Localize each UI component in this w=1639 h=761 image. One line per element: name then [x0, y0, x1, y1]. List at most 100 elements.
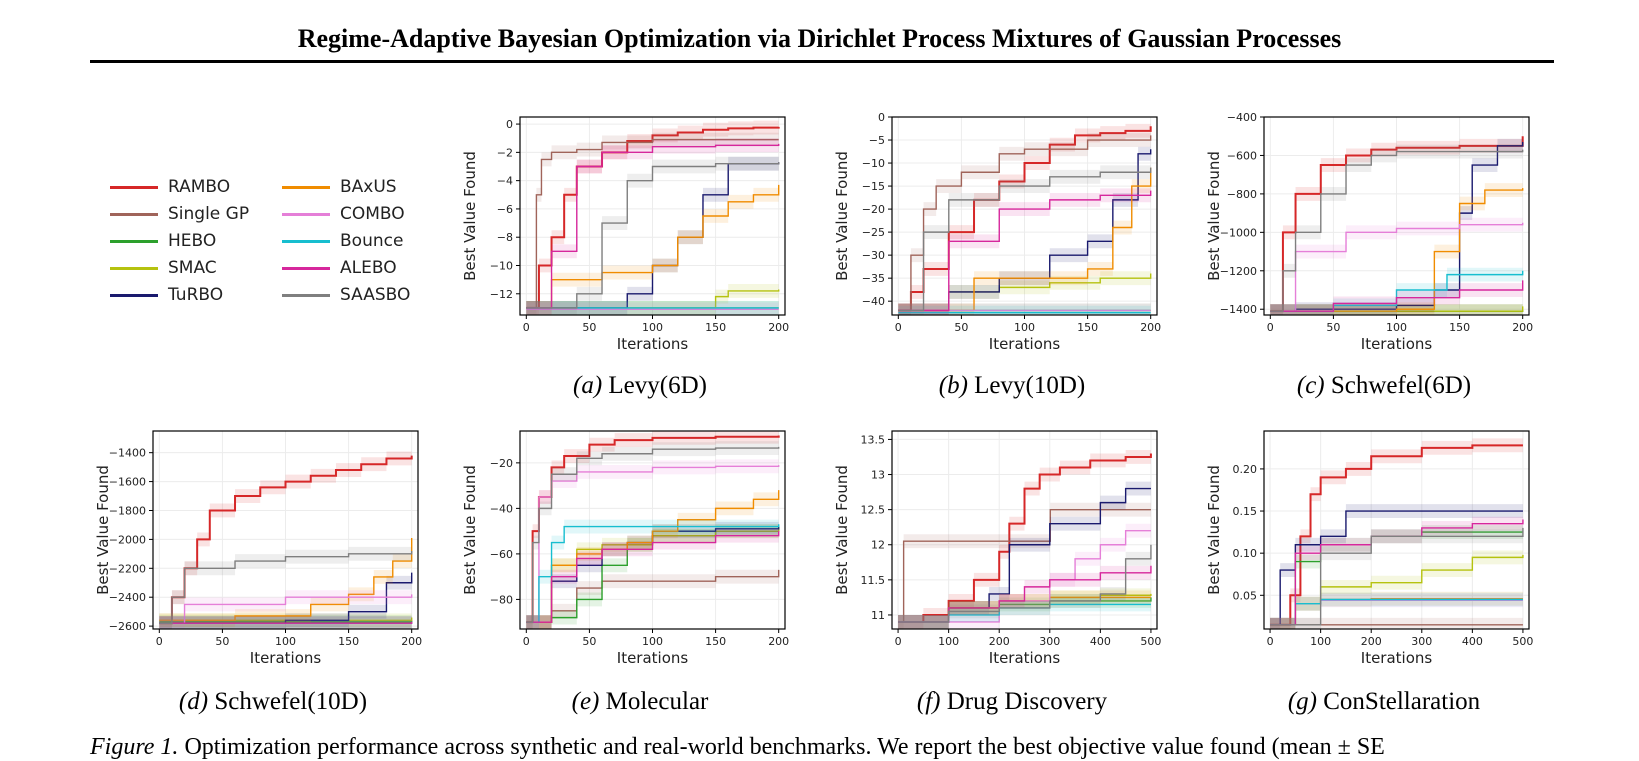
series-band-saasbo — [898, 537, 1151, 629]
x-axis-label: Iterations — [617, 335, 689, 353]
legend-swatch — [282, 212, 330, 216]
y-tick-label: −40 — [862, 295, 885, 308]
x-tick-label: 150 — [705, 635, 726, 648]
chart-panel-4: 0 50 100 150 200 −20 −40 −60 −80 Iterations Best V… — [450, 421, 795, 671]
y-tick-label: 12.5 — [861, 504, 886, 517]
chart-svg: 0 50 100 150 200 −400 −600 −800 −1000 −1200 −1400 I… — [1205, 111, 1533, 353]
legend-label: RAMBO — [168, 177, 231, 197]
series-band-smac — [526, 519, 779, 629]
panel-caption: (g) ConStellaration — [1234, 688, 1534, 716]
x-tick-label: 150 — [338, 635, 359, 648]
series-band-turbo — [898, 481, 1151, 629]
panel-caption-label: (d) — [178, 688, 209, 715]
series-line-alebo — [526, 143, 780, 309]
y-tick-label: −35 — [862, 272, 885, 285]
panel-caption: (b) Levy(10D) — [862, 372, 1162, 400]
chart-svg: 0 50 100 150 200 −20 −40 −60 −80 Iterations Best V… — [461, 430, 789, 667]
x-tick-label: 0 — [1267, 635, 1274, 648]
y-tick-label: −25 — [862, 226, 885, 239]
legend-item-alebo: ALEBO — [282, 257, 397, 279]
y-tick-label: 0 — [506, 118, 513, 131]
series-band-alebo — [1270, 512, 1523, 629]
series-band-saasbo — [526, 155, 779, 315]
y-tick-label: −1800 — [109, 504, 146, 517]
panel-caption-label: (a) — [573, 372, 603, 399]
series-line-saasbo — [1270, 527, 1524, 626]
series-line-baxus — [526, 184, 780, 309]
panel-caption: (f) Drug Discovery — [862, 688, 1162, 716]
chart-svg: 0 50 100 150 200 −1400 −1600 −1800 −2000 −2200 −24… — [94, 430, 422, 667]
series-line-saasbo — [159, 550, 413, 624]
chart-svg: 0 100 200 300 400 500 11 11.5 12 12.5 13 13.5 Iterat… — [833, 430, 1161, 667]
x-tick-label: 150 — [705, 321, 726, 334]
series-band-baxus — [1270, 181, 1523, 315]
series-band-rambo — [898, 446, 1151, 629]
panel-caption: (c) Schwefel(6D) — [1234, 372, 1534, 400]
y-tick-label: −2600 — [109, 620, 146, 633]
x-axis-label: Iterations — [1361, 335, 1433, 353]
plot-frame — [891, 430, 1158, 630]
series-band-saasbo — [159, 544, 412, 629]
panel-caption: (a) Levy(6D) — [490, 372, 790, 400]
x-axis-label: Iterations — [250, 649, 322, 667]
x-tick-label: 50 — [582, 321, 596, 334]
y-tick-label: −600 — [1227, 149, 1257, 162]
series-band-hebo — [898, 590, 1151, 629]
series-band-bounce — [898, 597, 1151, 629]
x-tick-label: 0 — [523, 635, 530, 648]
legend-label: SMAC — [168, 258, 217, 278]
x-tick-label: 200 — [768, 635, 789, 648]
figure-caption-label: Figure 1. — [90, 734, 179, 760]
panel-caption-label: (g) — [1287, 688, 1317, 715]
series-line-saasbo — [526, 446, 780, 623]
y-tick-label: −1400 — [109, 447, 146, 460]
y-tick-label: −8 — [497, 231, 513, 244]
x-tick-label: 400 — [1462, 635, 1483, 648]
series-line-rambo — [898, 453, 1152, 623]
series-line-alebo — [159, 621, 413, 624]
legend-swatch — [110, 212, 158, 216]
series-line-turbo — [159, 572, 413, 624]
series-line-turbo — [898, 149, 1152, 312]
series-band-alebo — [898, 183, 1151, 315]
y-tick-label: −2200 — [109, 562, 146, 575]
x-tick-label: 100 — [1310, 635, 1331, 648]
panel-caption-name: Schwefel(6D) — [1324, 372, 1472, 399]
series-band-hebo — [526, 519, 779, 629]
x-tick-label: 300 — [1411, 635, 1432, 648]
y-tick-label: −15 — [862, 180, 885, 193]
y-tick-label: −6 — [497, 203, 513, 216]
chart-panel-5: 0 100 200 300 400 500 11 11.5 12 12.5 13 13.5 Iterat… — [822, 421, 1167, 671]
x-tick-label: 300 — [1039, 635, 1060, 648]
legend-swatch — [282, 185, 330, 189]
legend-item-combo: COMBO — [282, 203, 405, 225]
y-tick-label: 0.20 — [1233, 463, 1258, 476]
y-tick-label: 0.15 — [1233, 505, 1258, 518]
series-band-bounce — [1270, 592, 1523, 629]
panel-caption-label: (e) — [571, 688, 600, 715]
panel-caption: (d) Schwefel(10D) — [123, 688, 423, 716]
y-tick-label: 13.5 — [861, 433, 886, 446]
panel-caption: (e) Molecular — [490, 688, 790, 716]
legend-swatch — [282, 266, 330, 270]
chart-svg: 0 100 200 300 400 500 0.05 0.10 0.15 0.20 Iteratio… — [1205, 430, 1533, 667]
x-tick-label: 200 — [401, 635, 422, 648]
title-rule — [90, 60, 1554, 63]
series-band-turbo — [898, 142, 1151, 315]
legend-label: HEBO — [168, 231, 217, 251]
chart-panel-0: 0 50 100 150 200 0 −2 −4 −6 −8 −10 −12 Iterations Bes… — [450, 107, 795, 357]
legend-swatch — [282, 293, 330, 297]
series-band-turbo — [1270, 504, 1523, 629]
legend-item-saasbo: SAASBO — [282, 284, 410, 306]
y-tick-label: 13 — [871, 469, 885, 482]
y-tick-label: 0.10 — [1233, 547, 1258, 560]
x-axis-label: Iterations — [617, 649, 689, 667]
x-tick-label: 50 — [215, 635, 229, 648]
chart-panel-1: 0 50 100 150 200 0 −5 −10 −15 −20 −25 −30 −35 −40 Iter… — [822, 107, 1167, 357]
legend-label: Bounce — [340, 231, 404, 251]
panel-caption-name: Levy(6D) — [602, 372, 707, 399]
series-band-hebo — [1270, 525, 1523, 629]
panel-caption-name: Levy(10D) — [967, 372, 1086, 399]
series-line-single-gp — [898, 135, 1152, 312]
y-tick-label: 11.5 — [861, 574, 886, 587]
